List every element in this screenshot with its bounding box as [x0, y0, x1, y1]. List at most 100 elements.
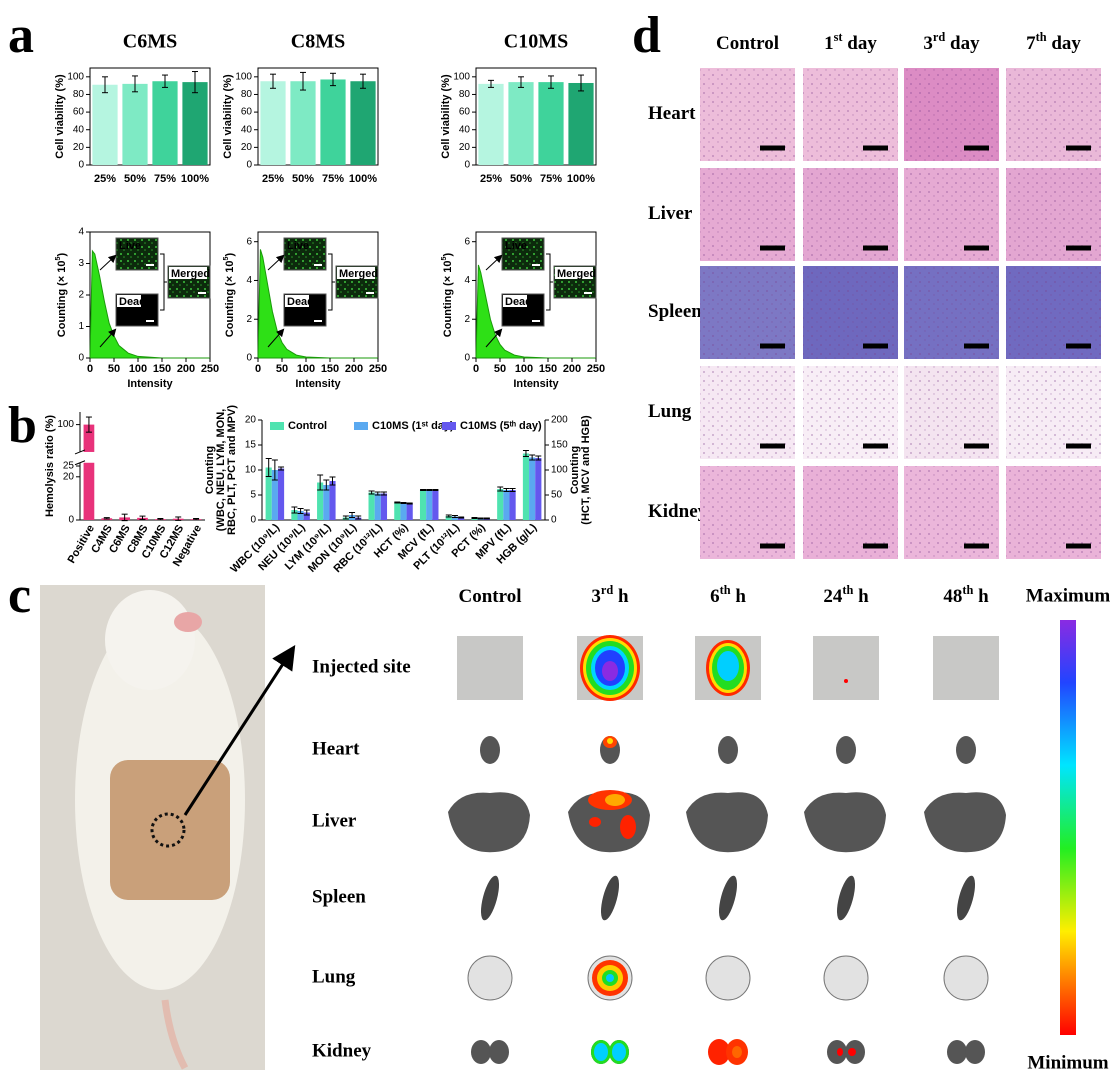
heart — [836, 736, 856, 764]
x-tick-label: 25% — [94, 173, 116, 185]
x-tick-label: 150 — [321, 363, 339, 375]
kidney — [489, 1040, 509, 1064]
column-label-part: h — [973, 586, 989, 607]
y2-axis-label: Counting — [569, 446, 581, 494]
y-axis-label: Counting (× 105) — [222, 252, 236, 337]
x-tick-label: 25% — [262, 173, 284, 185]
bar — [265, 467, 272, 520]
y-tick-label: 40 — [459, 124, 471, 135]
y-tick-label: 5 — [250, 490, 256, 501]
legend-swatch — [354, 422, 368, 430]
x-tick-label: 200 — [563, 363, 581, 375]
column-label-part: rd — [933, 30, 945, 44]
pointer — [485, 254, 503, 271]
bar — [508, 82, 534, 165]
y-tick-label: 0 — [250, 515, 256, 526]
y-tick-label: 0 — [246, 160, 252, 171]
bar — [394, 502, 401, 520]
plot-frame — [89, 67, 211, 166]
column-label-part: Control — [716, 33, 779, 54]
bracket — [160, 253, 167, 311]
liver — [686, 792, 768, 853]
column-label: 7th day — [1026, 30, 1081, 55]
y-tick-label: 0 — [551, 515, 557, 526]
column-label: 48th h — [943, 583, 989, 608]
bar — [406, 503, 413, 520]
fluorescence — [708, 1039, 730, 1065]
bar — [350, 81, 376, 165]
y-axis-label-part: ) — [442, 252, 454, 256]
bar — [451, 516, 459, 520]
column-label-part: th — [962, 583, 973, 597]
fluorescence — [848, 1048, 856, 1056]
x-tick-label: 250 — [369, 363, 387, 375]
spleen — [956, 875, 976, 921]
column-label-part: day — [1047, 33, 1082, 54]
x-tick-label: 50% — [124, 173, 146, 185]
fluorescence — [837, 1048, 843, 1056]
row-label: Lung — [312, 966, 356, 987]
x-tick-label: 75% — [322, 173, 344, 185]
rat-photo — [40, 585, 296, 1070]
y-axis-label: Hemolysis ratio (%) — [44, 415, 56, 517]
y-tick-label: 60 — [73, 107, 85, 118]
row-label: Spleen — [312, 886, 366, 907]
y-axis-label: Cell viability (%) — [222, 74, 234, 159]
row-label: Kidney — [648, 501, 708, 522]
y-tick-label: 60 — [241, 107, 253, 118]
y-axis-label: Cell viability (%) — [54, 74, 66, 159]
y-tick-label: 80 — [73, 89, 85, 100]
spleen — [836, 875, 856, 921]
legend-label: C10MS (5ᵗʰ day) — [460, 420, 542, 432]
liver — [924, 792, 1006, 853]
inset-label: Live — [119, 240, 141, 252]
x-tick-label: 250 — [587, 363, 605, 375]
bar — [400, 503, 407, 520]
y-tick-label: 2 — [464, 314, 470, 325]
column-label-part: rd — [601, 583, 613, 597]
column-label-part: th — [720, 583, 731, 597]
column-label-part: 7 — [1026, 33, 1036, 54]
y-tick-label: 3 — [78, 258, 84, 269]
column-label: Control — [459, 586, 522, 607]
bar — [535, 458, 542, 520]
legend-swatch — [442, 422, 456, 430]
row-label: Kidney — [312, 1040, 372, 1061]
bar — [290, 81, 316, 165]
bar — [277, 468, 285, 520]
label-background — [169, 267, 207, 279]
label-background — [555, 267, 593, 279]
inset-label: Live — [287, 240, 309, 252]
kidney — [471, 1040, 491, 1064]
column-label-part: 48 — [943, 586, 962, 607]
row-label: Heart — [312, 738, 360, 759]
legend-label: C10MS (1ˢᵗ day) — [372, 420, 454, 432]
bar — [323, 485, 330, 520]
fluorescence — [605, 794, 625, 806]
inset-label: Dead — [119, 296, 146, 308]
y-tick-label: 20 — [245, 415, 257, 426]
inset-label: Merged — [339, 268, 378, 280]
column-label-part: h — [613, 586, 629, 607]
pointer — [267, 254, 285, 271]
panel-letter: c — [8, 567, 31, 624]
y-axis-label-part: ) — [56, 252, 68, 256]
spleen — [718, 875, 738, 921]
axis-break — [74, 451, 205, 463]
inset-label: Merged — [171, 268, 210, 280]
y-axis-label-part: 5 — [222, 256, 230, 260]
column-label: 1st day — [824, 30, 877, 55]
bar — [122, 83, 148, 165]
y-tick-label: 15 — [245, 440, 257, 451]
y-axis-label-part: Counting (× 10 — [56, 260, 68, 337]
x-axis-label: Intensity — [127, 378, 173, 390]
bar — [317, 482, 324, 520]
fluorescence — [589, 817, 601, 827]
y-tick-label: 100 — [67, 71, 84, 82]
x-tick-label: 0 — [473, 363, 479, 375]
bar — [458, 517, 465, 520]
x-tick-label: 50 — [108, 363, 120, 375]
y-tick-label: 2 — [78, 290, 84, 301]
